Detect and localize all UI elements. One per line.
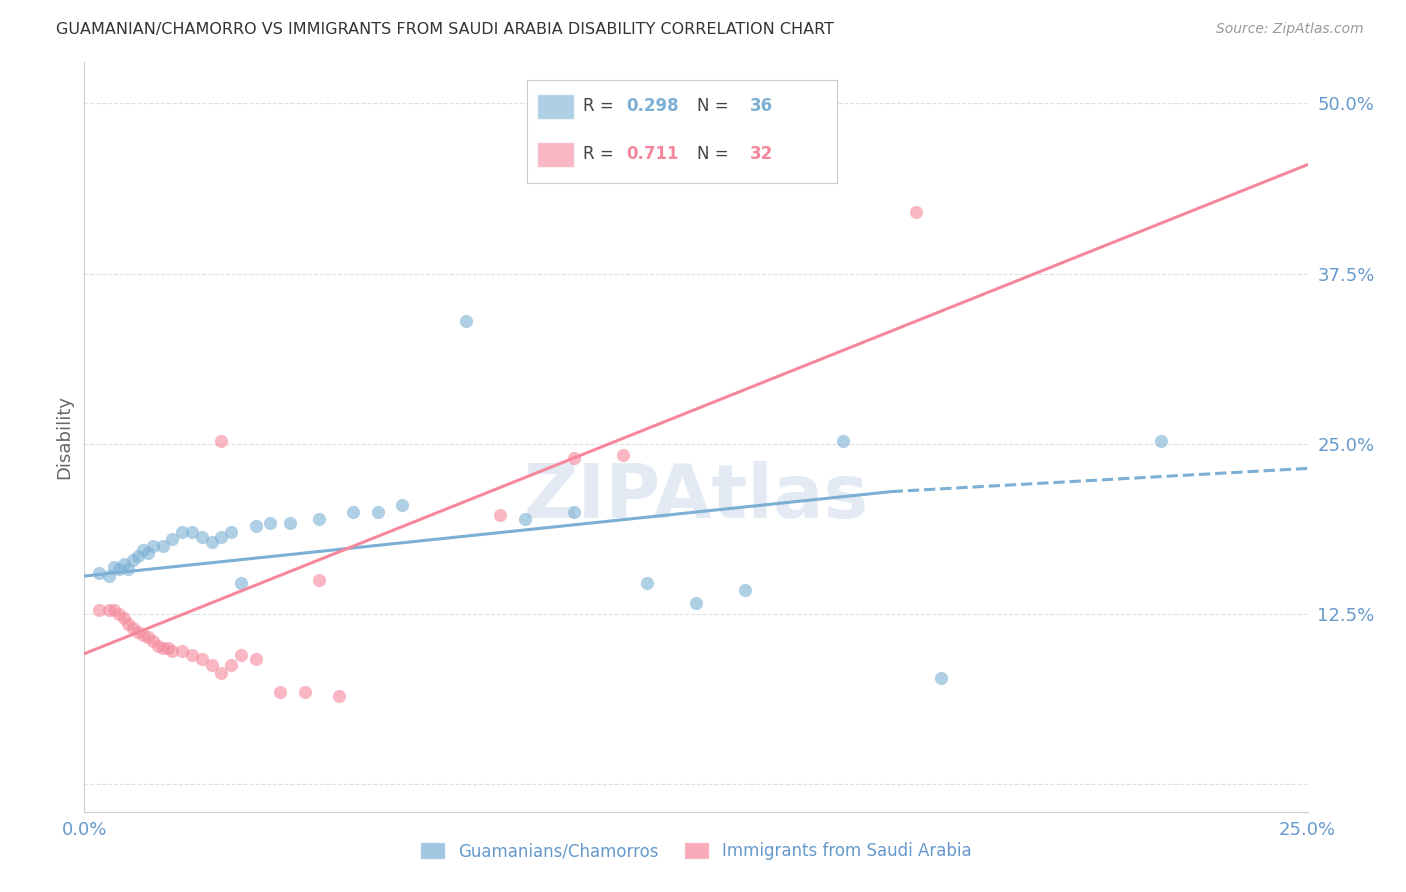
Point bbox=[269, 685, 291, 699]
Point bbox=[219, 525, 242, 540]
Point bbox=[172, 644, 194, 658]
Point bbox=[136, 631, 159, 645]
Point bbox=[513, 512, 536, 526]
Point bbox=[308, 512, 330, 526]
Point bbox=[132, 627, 155, 641]
Point bbox=[209, 665, 232, 680]
Point bbox=[685, 596, 707, 610]
Point bbox=[112, 611, 135, 625]
Point bbox=[107, 562, 129, 576]
Text: 36: 36 bbox=[749, 97, 773, 115]
Text: 32: 32 bbox=[749, 145, 773, 163]
Point bbox=[391, 498, 413, 512]
Point bbox=[454, 314, 477, 328]
Point bbox=[259, 516, 281, 530]
Point bbox=[152, 641, 174, 656]
Point bbox=[342, 505, 364, 519]
Bar bbox=[537, 94, 574, 120]
Text: N =: N = bbox=[697, 97, 734, 115]
Text: GUAMANIAN/CHAMORRO VS IMMIGRANTS FROM SAUDI ARABIA DISABILITY CORRELATION CHART: GUAMANIAN/CHAMORRO VS IMMIGRANTS FROM SA… bbox=[56, 22, 834, 37]
Point bbox=[87, 603, 110, 617]
Point bbox=[107, 607, 129, 622]
Point bbox=[103, 559, 125, 574]
Point bbox=[905, 205, 928, 219]
Point bbox=[294, 685, 316, 699]
Point bbox=[636, 575, 658, 590]
Point bbox=[172, 525, 194, 540]
Point bbox=[181, 648, 204, 662]
Point bbox=[156, 641, 179, 656]
Point bbox=[191, 529, 214, 543]
Point bbox=[152, 539, 174, 553]
Point bbox=[112, 557, 135, 571]
Point bbox=[219, 657, 242, 672]
Point bbox=[97, 603, 120, 617]
Point bbox=[97, 569, 120, 583]
Text: R =: R = bbox=[583, 97, 619, 115]
Point bbox=[209, 434, 232, 449]
Point bbox=[200, 535, 222, 549]
Point bbox=[127, 624, 149, 639]
Point bbox=[229, 575, 252, 590]
Point bbox=[181, 525, 204, 540]
Point bbox=[328, 689, 350, 703]
Point bbox=[200, 657, 222, 672]
Text: Source: ZipAtlas.com: Source: ZipAtlas.com bbox=[1216, 22, 1364, 37]
Text: R =: R = bbox=[583, 145, 619, 163]
Point bbox=[142, 539, 165, 553]
Text: 0.711: 0.711 bbox=[626, 145, 679, 163]
Point bbox=[929, 671, 952, 685]
Point bbox=[162, 533, 184, 547]
Point bbox=[122, 552, 145, 566]
Point bbox=[136, 546, 159, 560]
Point bbox=[245, 652, 267, 666]
Point bbox=[191, 652, 214, 666]
Point bbox=[132, 543, 155, 558]
Text: 0.298: 0.298 bbox=[626, 97, 679, 115]
Point bbox=[103, 603, 125, 617]
Bar bbox=[537, 142, 574, 168]
Point bbox=[127, 549, 149, 563]
Point bbox=[245, 518, 267, 533]
Point bbox=[489, 508, 512, 522]
Point bbox=[122, 621, 145, 635]
Point bbox=[308, 573, 330, 587]
Point bbox=[117, 562, 139, 576]
Point bbox=[229, 648, 252, 662]
Point bbox=[162, 644, 184, 658]
Point bbox=[87, 566, 110, 581]
Point bbox=[142, 634, 165, 648]
Point bbox=[117, 616, 139, 631]
Point bbox=[612, 448, 634, 462]
Y-axis label: Disability: Disability bbox=[55, 395, 73, 479]
Point bbox=[367, 505, 389, 519]
Point bbox=[146, 639, 169, 653]
Text: ZIPAtlas: ZIPAtlas bbox=[523, 460, 869, 533]
Point bbox=[1150, 434, 1173, 449]
Point bbox=[562, 450, 585, 465]
Point bbox=[831, 434, 853, 449]
Point bbox=[278, 516, 301, 530]
Point bbox=[209, 529, 232, 543]
Point bbox=[562, 505, 585, 519]
Text: N =: N = bbox=[697, 145, 734, 163]
Legend: Guamanians/Chamorros, Immigrants from Saudi Arabia: Guamanians/Chamorros, Immigrants from Sa… bbox=[413, 836, 979, 867]
Point bbox=[734, 582, 756, 597]
